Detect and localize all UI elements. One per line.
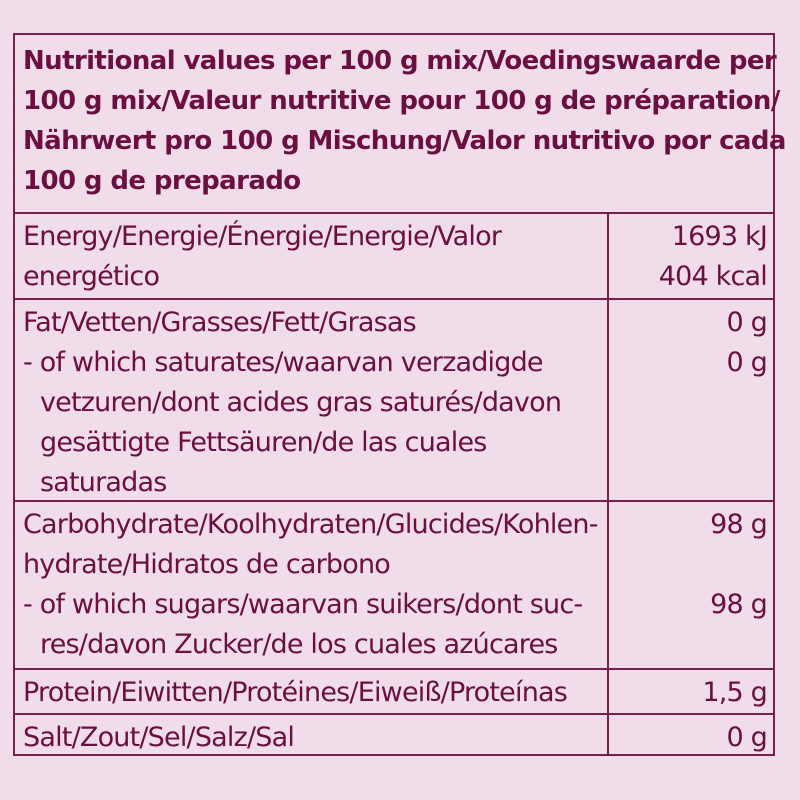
header-line: Nutritional values per 100 g mix/Voeding… bbox=[23, 46, 777, 76]
value-line: 98 g bbox=[710, 509, 768, 540]
label-line: res/davon Zucker/de los cuales azúcares bbox=[40, 629, 558, 660]
value-line: 0 g bbox=[726, 722, 768, 753]
label-line: - of which saturates/waarvan verzadigde bbox=[23, 347, 544, 378]
table-row-carbohydrate: Carbohydrate/Koolhydraten/Glucides/Kohle… bbox=[15, 502, 773, 670]
label-line: - of which sugars/waarvan suikers/dont s… bbox=[23, 589, 583, 620]
table-row-protein: Protein/Eiwitten/Protéines/Eiweiß/Proteí… bbox=[15, 670, 773, 715]
value-line: 0 g bbox=[726, 347, 768, 378]
value-line: 1693 kJ bbox=[671, 221, 768, 252]
label-line: hydrate/Hidratos de carbono bbox=[23, 549, 391, 580]
label-line: vetzuren/dont acides gras saturés/davon bbox=[40, 387, 562, 418]
value-line: 1,5 g bbox=[702, 677, 767, 708]
table-row-fat: Fat/Vetten/Grasses/Fett/Grasas - of whic… bbox=[15, 300, 773, 502]
value-line: 0 g bbox=[726, 307, 768, 338]
table-header: Nutritional values per 100 g mix/Voeding… bbox=[15, 35, 786, 214]
value-line: 98 g bbox=[710, 589, 768, 620]
label-line: Carbohydrate/Koolhydraten/Glucides/Kohle… bbox=[23, 509, 598, 540]
label-line: Salt/Zout/Sel/Salz/Sal bbox=[23, 722, 295, 753]
header-line: Nährwert pro 100 g Mischung/Valor nutrit… bbox=[23, 126, 786, 156]
table-row-energy: Energy/Energie/Énergie/Energie/Valor ener… bbox=[15, 214, 773, 300]
table-row-salt: Salt/Zout/Sel/Salz/Sal 0 g bbox=[15, 715, 773, 756]
label-line: saturadas bbox=[40, 467, 167, 498]
label-line: Energy/Energie/Énergie/Energie/Valor bbox=[23, 221, 502, 252]
value-line bbox=[609, 545, 767, 585]
label-line: gesättigte Fettsäuren/de las cuales bbox=[40, 427, 487, 458]
label-line: Protein/Eiwitten/Protéines/Eiweiß/Proteí… bbox=[23, 677, 568, 708]
label-line: Fat/Vetten/Grasses/Fett/Grasas bbox=[23, 307, 417, 338]
header-line: 100 g mix/Valeur nutritive pour 100 g de… bbox=[23, 86, 780, 116]
label-line: energético bbox=[23, 261, 160, 292]
nutrition-table: Nutritional values per 100 g mix/Voeding… bbox=[13, 33, 786, 756]
header-line: 100 g de preparado bbox=[23, 166, 301, 196]
value-line: 404 kcal bbox=[658, 261, 768, 292]
